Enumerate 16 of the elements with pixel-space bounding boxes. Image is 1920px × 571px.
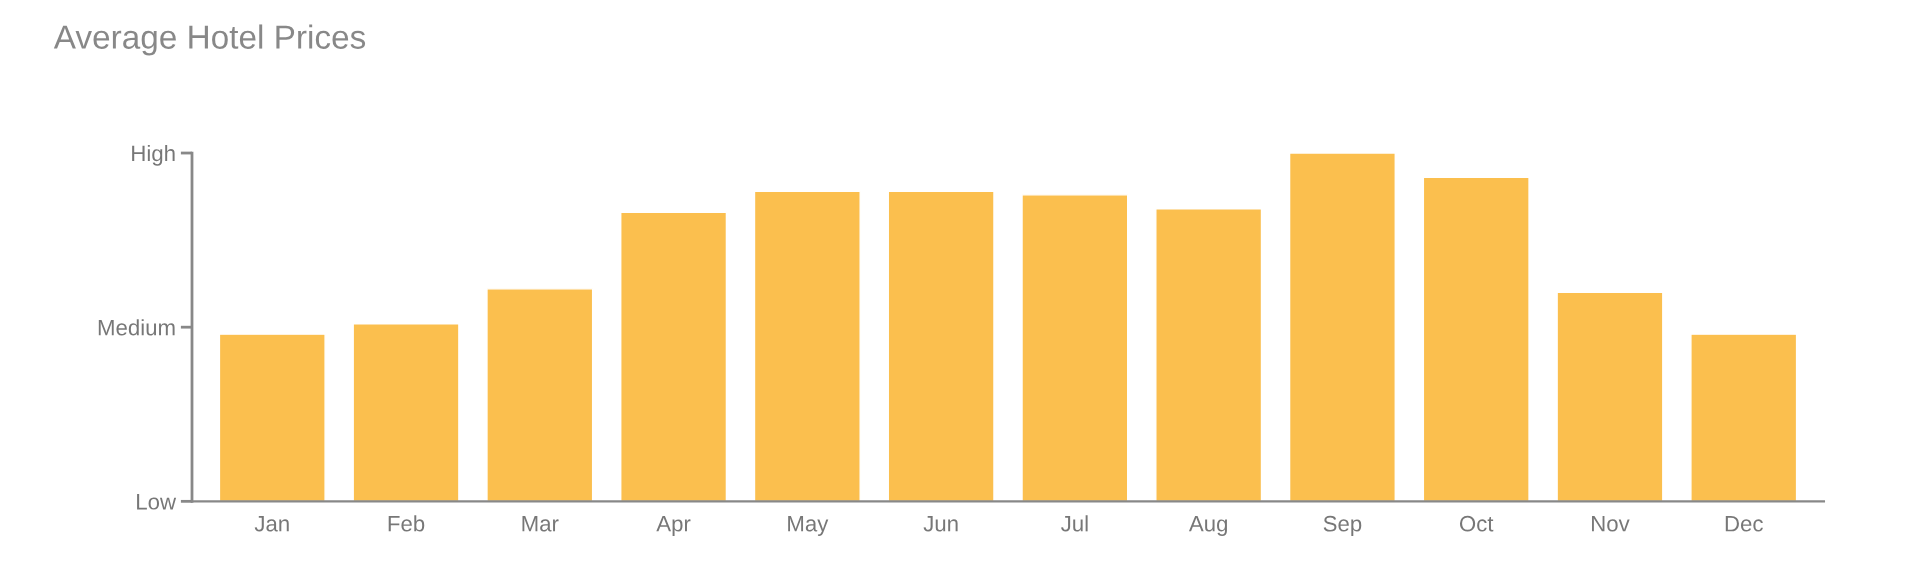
x-tick-label: Mar xyxy=(522,516,559,532)
x-tick-label: Dec xyxy=(1725,516,1763,532)
x-tick-label: Oct xyxy=(1459,515,1494,532)
x-tick-label: Jul xyxy=(1061,515,1088,532)
text: Low xyxy=(137,494,177,510)
x-tick-label: Apr xyxy=(656,516,691,536)
text: High xyxy=(132,144,175,166)
x-tick-label: Jun xyxy=(923,516,958,532)
x-tick-label: Sep xyxy=(1323,515,1362,536)
x-tick-label: May xyxy=(788,516,829,536)
x-tick-label: Jan xyxy=(254,516,289,532)
chart-title: Average Hotel Prices xyxy=(53,24,366,56)
x-tick-label: Nov xyxy=(1592,516,1630,532)
x-tick-label: Feb xyxy=(388,515,425,532)
text: Medium xyxy=(98,319,175,336)
x-tick-label: Aug xyxy=(1188,516,1227,536)
